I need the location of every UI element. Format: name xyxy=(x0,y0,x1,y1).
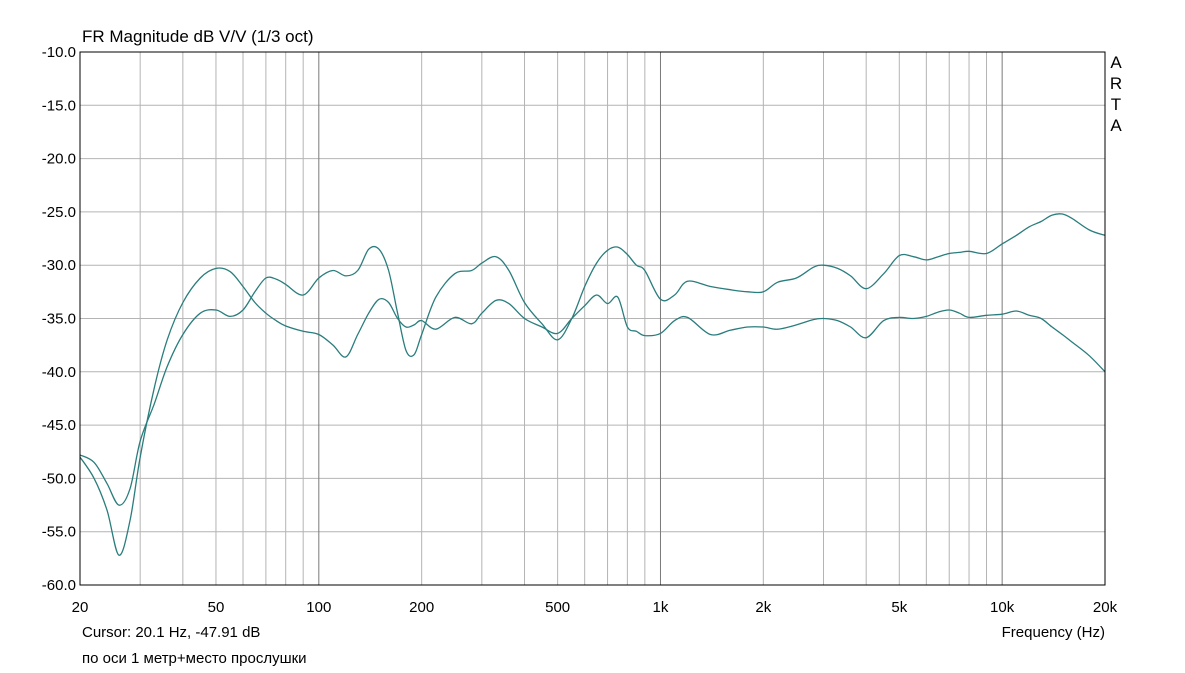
series-line-2 xyxy=(79,213,1106,506)
brand-letter: A xyxy=(1110,53,1122,72)
y-tick-label: -50.0 xyxy=(42,470,76,487)
x-tick-label: 20 xyxy=(72,599,89,616)
grid xyxy=(80,51,1105,586)
y-tick-label: -55.0 xyxy=(42,524,76,541)
chart-title: FR Magnitude dB V/V (1/3 oct) xyxy=(82,27,314,46)
y-tick-label: -15.0 xyxy=(42,97,76,114)
y-tick-label: -40.0 xyxy=(42,364,76,381)
x-tick-label: 1k xyxy=(653,599,669,616)
brand-letter: T xyxy=(1110,95,1122,114)
series-group xyxy=(79,213,1106,556)
x-tick-label: 10k xyxy=(990,599,1015,616)
series-line-1 xyxy=(79,267,1106,556)
y-tick-label: -30.0 xyxy=(42,257,76,274)
x-tick-label: 50 xyxy=(208,599,225,616)
x-axis-label: Frequency (Hz) xyxy=(1001,624,1105,641)
y-tick-label: -45.0 xyxy=(42,417,76,434)
x-tick-label: 5k xyxy=(891,599,907,616)
y-tick-label: -10.0 xyxy=(42,44,76,61)
y-tick-label: -35.0 xyxy=(42,311,76,328)
y-tick-label: -25.0 xyxy=(42,204,76,221)
y-tick-label: -60.0 xyxy=(42,577,76,594)
x-tick-label: 2k xyxy=(755,599,771,616)
measurement-note: по оси 1 метр+место прослушки xyxy=(82,650,307,667)
cursor-readout: Cursor: 20.1 Hz, -47.91 dB xyxy=(82,624,261,641)
y-tick-label: -20.0 xyxy=(42,151,76,168)
x-axis-ticks: 20 50 100 200 500 1k 2k 5k 10k 20k xyxy=(72,599,1118,616)
x-tick-label: 500 xyxy=(545,599,570,616)
y-axis-ticks: -10.0 -15.0 -20.0 -25.0 -30.0 -35.0 -40.0 -45.0… xyxy=(42,44,76,594)
plot-frame xyxy=(79,51,1106,586)
x-tick-label: 100 xyxy=(306,599,331,616)
x-tick-label: 200 xyxy=(409,599,434,616)
x-tick-label: 20k xyxy=(1093,599,1118,616)
brand-letter: A xyxy=(1110,116,1122,135)
brand-letter: R xyxy=(1109,74,1123,93)
